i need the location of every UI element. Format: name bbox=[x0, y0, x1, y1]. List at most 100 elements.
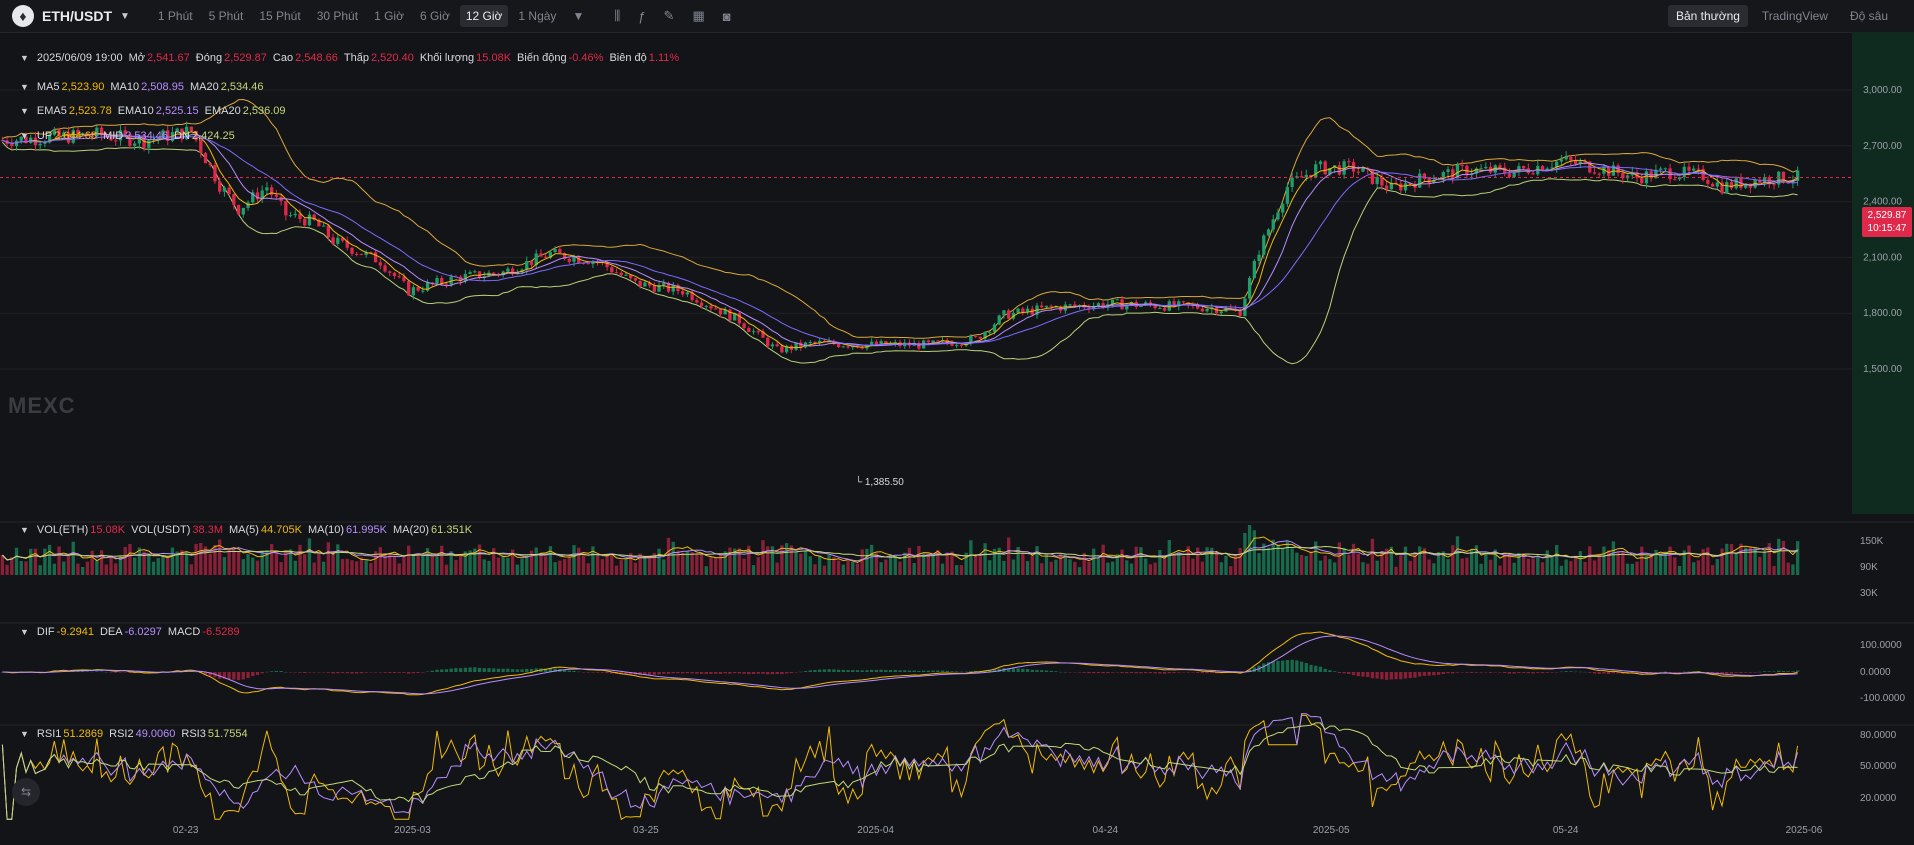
volume-bar bbox=[1077, 567, 1082, 575]
interval-6h[interactable]: 6 Giờ bbox=[419, 9, 450, 23]
price-tick-label: 1,500.00 bbox=[1863, 364, 1902, 375]
candle-body bbox=[1285, 187, 1290, 204]
macd-bar bbox=[345, 672, 349, 674]
volume-bar bbox=[1550, 555, 1554, 575]
price-tick-label: 2,700.00 bbox=[1863, 141, 1902, 152]
view-depth[interactable]: Độ sâu bbox=[1849, 9, 1888, 23]
macd-bar bbox=[903, 670, 907, 672]
candle-body bbox=[251, 192, 255, 203]
view-standard[interactable]: Bản thường bbox=[1667, 5, 1748, 27]
collapse-icon[interactable]: ▼ bbox=[20, 131, 29, 141]
candle-body bbox=[270, 187, 274, 195]
volume-bar bbox=[751, 565, 756, 575]
layout-toggle-icon[interactable]: ⇆ bbox=[12, 778, 40, 806]
candle-body bbox=[1422, 173, 1427, 179]
candle-body bbox=[1068, 304, 1072, 306]
macd-bar bbox=[1314, 665, 1318, 672]
macd-bar bbox=[581, 672, 586, 673]
volume-bar bbox=[407, 545, 411, 575]
interval-1h[interactable]: 1 Giờ bbox=[374, 9, 404, 23]
collapse-icon[interactable]: ▼ bbox=[20, 525, 29, 535]
candle-body bbox=[1729, 182, 1734, 189]
macd-bar bbox=[1616, 672, 1620, 674]
volume-bar bbox=[1092, 548, 1096, 575]
collapse-icon[interactable]: ▼ bbox=[20, 53, 29, 63]
layout-grid-icon[interactable]: ▦ bbox=[692, 8, 705, 23]
pair-selector[interactable]: ♦ ETH/USDT ▼ bbox=[12, 5, 130, 27]
candle-body bbox=[298, 213, 302, 220]
volume-bar bbox=[1673, 557, 1677, 575]
camera-icon[interactable]: ◙ bbox=[722, 8, 731, 24]
volume-bar bbox=[151, 561, 156, 575]
volume-bar bbox=[1692, 562, 1696, 575]
interval-1d[interactable]: 1 Ngày bbox=[518, 9, 557, 23]
chart-canvas[interactable]: 3,000.00 2,700.00 2,400.00 2,100.00 1,800.00… bbox=[0, 32, 1914, 845]
ema5-label: EMA5 bbox=[36, 105, 67, 117]
macd-bar bbox=[1153, 672, 1157, 674]
candle-body bbox=[1025, 308, 1030, 312]
collapse-icon[interactable]: ▼ bbox=[20, 627, 29, 637]
candle-body bbox=[699, 302, 704, 306]
volume-bar bbox=[1658, 553, 1663, 575]
ema-legend: ▼ EMA5 2,523.78 EMA10 2,525.15 EMA20 2,536.… bbox=[20, 105, 292, 117]
macd-bar bbox=[605, 672, 609, 674]
boll-up-label: UP bbox=[36, 130, 53, 142]
macd-bar bbox=[1507, 672, 1512, 674]
interval-12h[interactable]: 12 Giờ bbox=[459, 5, 509, 27]
view-tradingview[interactable]: TradingView bbox=[1761, 9, 1828, 23]
rsi-tick-label: 50.0000 bbox=[1860, 761, 1897, 772]
volume-bar bbox=[1564, 559, 1568, 575]
collapse-icon[interactable]: ▼ bbox=[20, 82, 29, 92]
candle-body bbox=[1318, 161, 1323, 165]
volume-bar bbox=[964, 552, 968, 575]
collapse-icon[interactable]: ▼ bbox=[20, 729, 29, 739]
candle-body bbox=[988, 331, 992, 333]
candle-body bbox=[1380, 177, 1384, 186]
candle-body bbox=[194, 131, 198, 141]
macd-value: -6.5289 bbox=[202, 626, 240, 638]
candle-body bbox=[1167, 301, 1171, 311]
macd-bar bbox=[1441, 672, 1445, 674]
macd-bar bbox=[463, 667, 468, 672]
macd-bar bbox=[1366, 672, 1370, 677]
candle-body bbox=[657, 284, 661, 292]
macd-bar bbox=[1361, 672, 1365, 677]
collapse-icon[interactable]: ▼ bbox=[20, 106, 29, 116]
interval-5m[interactable]: 5 Phút bbox=[208, 9, 244, 23]
interval-more-caret-icon[interactable]: ▼ bbox=[572, 9, 585, 23]
macd-bar bbox=[1573, 671, 1578, 673]
candle-body bbox=[1555, 161, 1559, 168]
volume-bar bbox=[988, 560, 992, 575]
volume-bar bbox=[572, 545, 576, 575]
volume-label: Khối lượng bbox=[419, 52, 475, 64]
candle-body bbox=[1720, 182, 1724, 194]
volume-bar bbox=[1096, 558, 1101, 575]
macd-bar bbox=[921, 670, 926, 672]
volume-bar bbox=[846, 560, 850, 575]
volume-bar bbox=[38, 565, 42, 575]
candle-type-icon[interactable]: ⫼ bbox=[614, 8, 621, 23]
candle-body bbox=[510, 268, 515, 275]
candle-body bbox=[1040, 305, 1044, 308]
candle-body bbox=[870, 341, 874, 345]
candle-body bbox=[955, 344, 959, 346]
interval-15m[interactable]: 15 Phút bbox=[259, 9, 301, 23]
interval-30m[interactable]: 30 Phút bbox=[316, 9, 359, 23]
macd-bar bbox=[1200, 672, 1205, 674]
candle-body bbox=[1677, 177, 1682, 180]
indicator-icon[interactable]: ƒ bbox=[638, 8, 646, 24]
candle-body bbox=[307, 214, 312, 226]
interval-1m[interactable]: 1 Phút bbox=[157, 9, 193, 23]
volume-bar bbox=[449, 551, 453, 575]
volume-bar bbox=[369, 563, 373, 575]
candle-body bbox=[1101, 303, 1105, 308]
volume-bar bbox=[685, 550, 690, 575]
vol-ma10-value: 61.995K bbox=[346, 524, 387, 536]
candle-body bbox=[1110, 299, 1115, 305]
macd-bar bbox=[260, 672, 264, 674]
candle-body bbox=[652, 285, 656, 292]
volume-bar bbox=[855, 563, 860, 575]
draw-pencil-icon[interactable]: ✎ bbox=[663, 8, 675, 23]
volume-bar bbox=[1446, 559, 1450, 575]
volume-bar bbox=[1384, 548, 1389, 575]
